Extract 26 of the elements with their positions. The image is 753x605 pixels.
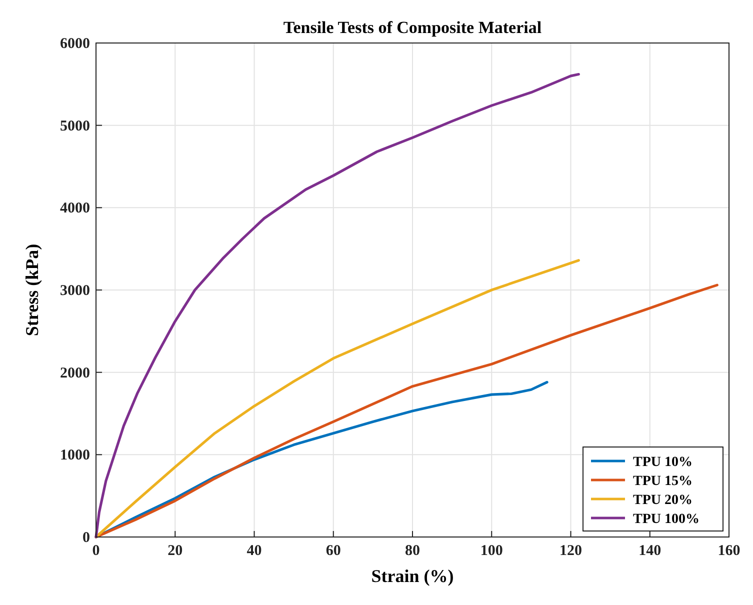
legend-label: TPU 15% [633, 474, 692, 489]
y-tick-label: 0 [82, 530, 90, 546]
x-tick-label: 20 [168, 543, 183, 559]
x-tick-label: 160 [718, 543, 740, 559]
x-axis-title: Strain (%) [371, 566, 454, 586]
y-axis-title: Stress (kPa) [22, 244, 42, 336]
x-tick-label: 0 [92, 543, 100, 559]
x-tick-label: 60 [326, 543, 341, 559]
x-tick-label: 140 [638, 543, 662, 559]
x-tick-label: 40 [246, 543, 262, 559]
y-tick-label: 4000 [60, 200, 90, 217]
line-series [94, 259, 580, 538]
y-tick-label: 1000 [60, 448, 90, 464]
x-tick-label: 80 [405, 543, 420, 559]
y-tick-label: 5000 [60, 118, 90, 134]
y-tick-label: 6000 [60, 36, 90, 52]
y-tick-label: 2000 [60, 365, 90, 382]
line-series [94, 284, 718, 538]
y-tick-label: 3000 [60, 283, 90, 299]
line-series [94, 72, 580, 538]
legend-label: TPU 100% [633, 512, 700, 527]
legend-label: TPU 10% [633, 455, 692, 470]
legend-label: TPU 20% [633, 493, 692, 508]
chart-title: Tensile Tests of Composite Material [283, 18, 542, 37]
x-tick-label: 120 [560, 543, 582, 559]
x-tick-label: 100 [480, 543, 503, 559]
